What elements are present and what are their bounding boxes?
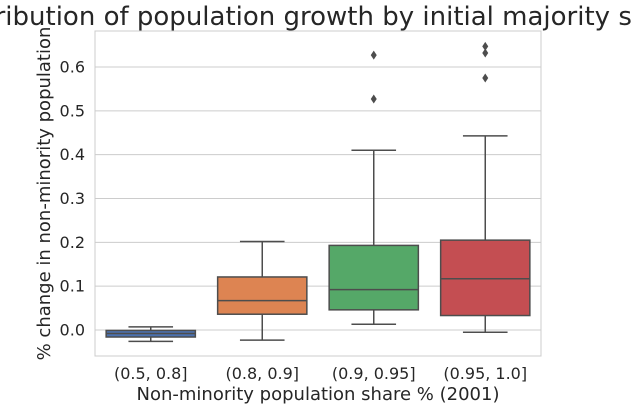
outlier-point (482, 41, 489, 51)
outlier-point (370, 94, 377, 104)
box-group (216, 240, 308, 341)
y-tick-label: 0.5 (60, 101, 85, 120)
chart-title: Distribution of population growth by ini… (0, 2, 634, 32)
y-tick-label: 0.0 (60, 321, 85, 340)
y-tick-labels: 0.0 0.1 0.2 0.3 0.4 0.5 0.6 (60, 58, 85, 340)
y-axis-label: % change in non-minority population (34, 27, 55, 361)
x-axis-label: Non-minority population share % (2001) (137, 384, 500, 405)
box-group (328, 50, 420, 326)
x-tick-label: (0.9, 0.95] (332, 364, 416, 383)
y-tick-label: 0.4 (60, 145, 85, 164)
outlier-point (482, 73, 489, 83)
y-tick-label: 0.2 (60, 233, 85, 252)
y-tick-label: 0.6 (60, 58, 85, 77)
x-tick-label: (0.8, 0.9] (225, 364, 299, 383)
x-tick-labels: (0.5, 0.8] (0.8, 0.9] (0.9, 0.95] (0.95, 1.… (114, 364, 527, 383)
iqr-box (216, 276, 308, 315)
iqr-box (439, 239, 531, 317)
y-tick-label: 0.1 (60, 277, 85, 296)
iqr-box (328, 244, 420, 311)
x-tick-label: (0.95, 1.0] (443, 364, 527, 383)
boxes (105, 41, 531, 343)
y-tick-label: 0.3 (60, 189, 85, 208)
outlier-point (370, 50, 377, 60)
box-group (439, 41, 531, 333)
box-group (105, 326, 197, 343)
x-tick-label: (0.5, 0.8] (114, 364, 188, 383)
outlier-point (482, 48, 489, 58)
